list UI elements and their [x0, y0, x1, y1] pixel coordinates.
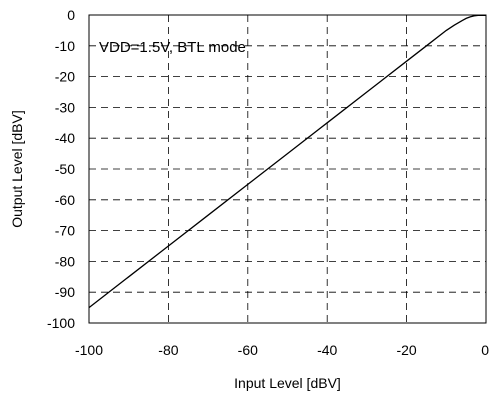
y-tick-label: -10: [55, 38, 75, 54]
grid: [89, 15, 486, 323]
series-layer: [88, 14, 486, 309]
y-tick-label: -80: [55, 253, 75, 269]
y-tick-label: -50: [55, 161, 75, 177]
y-axis-label: Output Level [dBV]: [9, 110, 25, 228]
x-tick-label: -100: [75, 342, 103, 358]
x-tick-labels: -100 -80 -60 -40 -20 0: [75, 342, 489, 358]
y-tick-label: 0: [67, 7, 75, 23]
y-tick-label: -30: [55, 99, 75, 115]
plot-area-frame: [88, 14, 487, 324]
x-tick-label: -60: [238, 342, 258, 358]
y-tick-label: -40: [55, 130, 75, 146]
y-tick-labels: 0 -10 -20 -30 -40 -50 -60 -70 -80 -90 -100: [47, 7, 75, 331]
y-tick-label: -70: [55, 223, 75, 239]
x-tick-label: -20: [396, 342, 416, 358]
x-axis-label: Input Level [dBV]: [234, 375, 341, 391]
x-tick-label: -40: [317, 342, 337, 358]
x-tick-label: 0: [481, 342, 489, 358]
y-tick-label: -20: [55, 69, 75, 85]
y-tick-label: -90: [55, 284, 75, 300]
series-line: [88, 14, 486, 309]
y-tick-label: -60: [55, 192, 75, 208]
annotation-text: VDD=1.5V, BTL mode: [99, 39, 246, 56]
x-tick-label: -80: [158, 342, 178, 358]
y-tick-label: -100: [47, 315, 75, 331]
